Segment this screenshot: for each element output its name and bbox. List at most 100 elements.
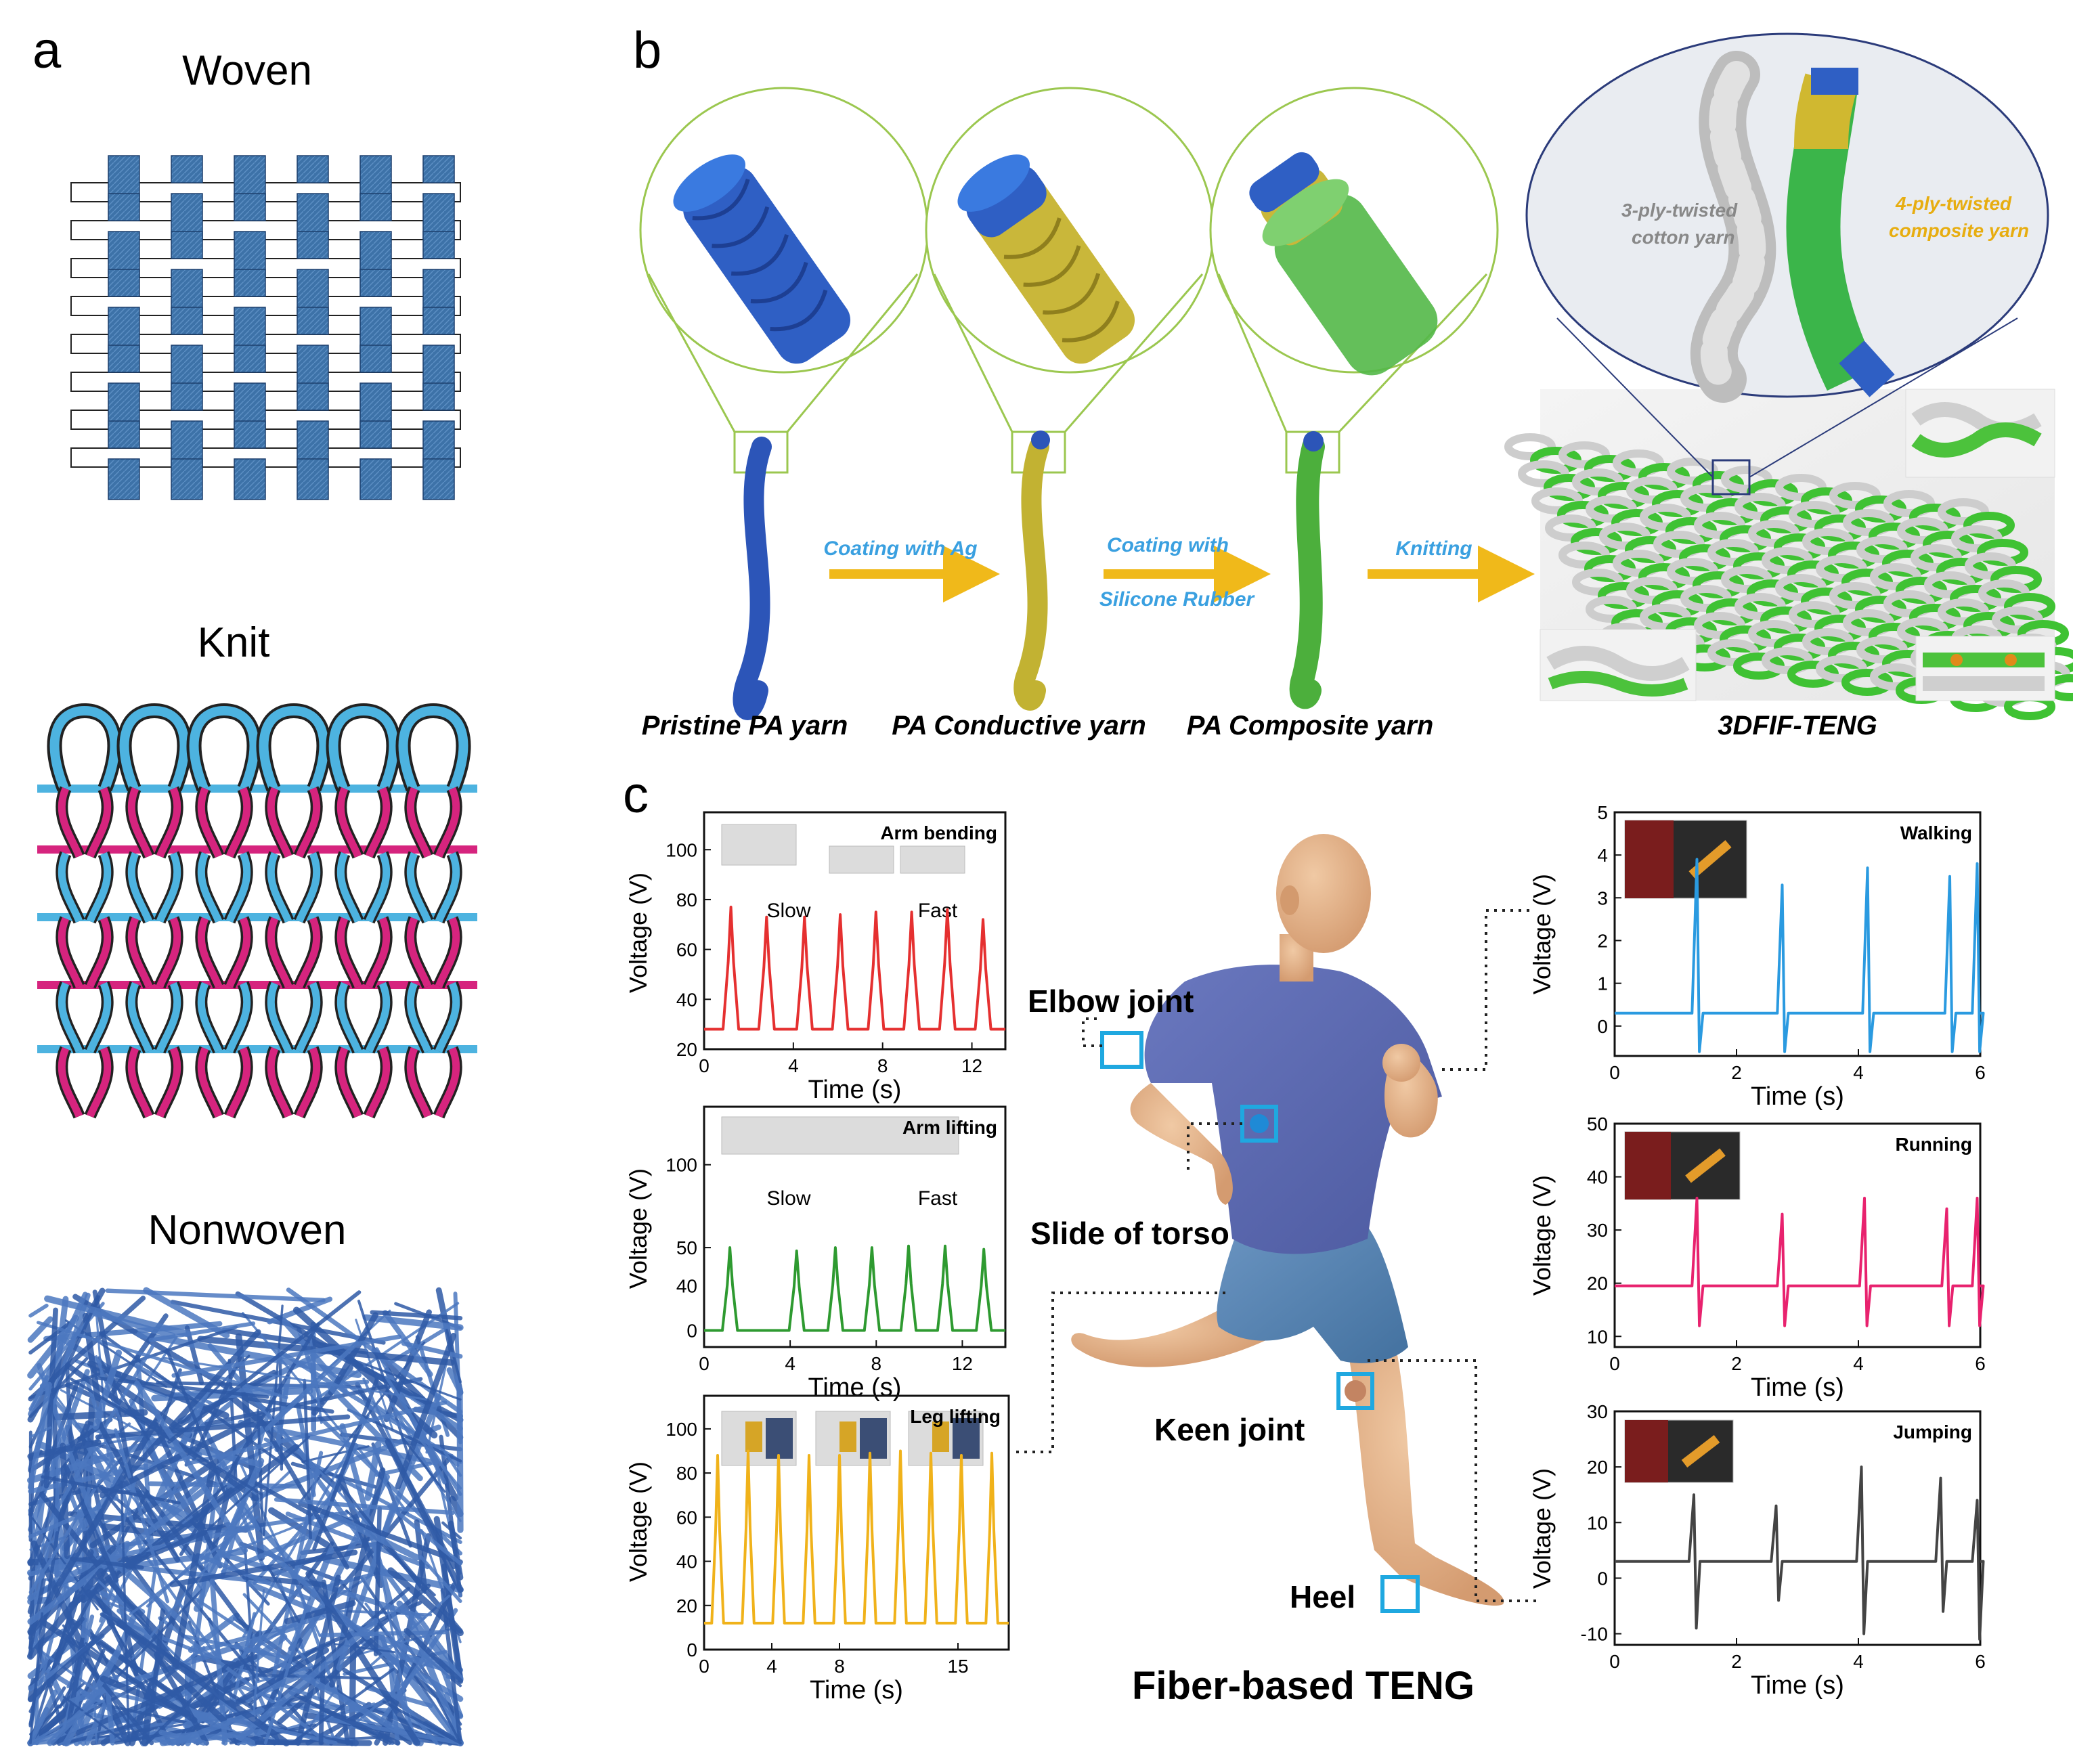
heel-label: Heel — [1290, 1579, 1355, 1614]
knit-leg — [197, 982, 223, 1053]
nonwoven-fiber — [28, 1304, 49, 1318]
nonwoven-fiber — [171, 1334, 402, 1378]
knit-leg — [58, 852, 83, 923]
x-tick-label: 15 — [947, 1656, 968, 1677]
cotton-loop — [1504, 433, 1556, 460]
knit-leg — [156, 982, 181, 1053]
warp-yarn — [234, 345, 266, 373]
nonwoven-fiber — [237, 1618, 379, 1741]
nonwoven-fiber — [320, 1630, 448, 1637]
warp-yarn — [108, 420, 140, 449]
knit-leg — [86, 852, 112, 923]
knit-loop — [328, 705, 399, 791]
x-tick-label: 0 — [1609, 1651, 1620, 1672]
nonwoven-fiber — [401, 1341, 463, 1359]
knit-leg — [197, 917, 223, 988]
knit-leg — [365, 917, 391, 988]
inset-photo-detail — [1685, 1148, 1726, 1183]
x-tick-label: 2 — [1731, 1353, 1742, 1374]
knit-leg — [406, 982, 432, 1053]
knit-leg — [225, 852, 251, 923]
composite-yarn-zoom — [1209, 87, 1499, 709]
nonwoven-fiber — [385, 1375, 462, 1497]
cotton-loop — [1802, 628, 1854, 655]
inset-photo — [721, 824, 797, 866]
cotton-loop — [1748, 620, 1799, 647]
nonwoven-fiber — [303, 1378, 313, 1540]
chart-annotation: Fast — [918, 1187, 958, 1210]
nonwoven-fiber — [318, 1656, 326, 1746]
warp-yarn — [297, 231, 329, 259]
series-line — [704, 906, 1005, 1031]
warp-yarn — [108, 345, 140, 373]
x-axis-label: Time (s) — [810, 1676, 903, 1704]
y-tick-label: 40 — [676, 989, 697, 1010]
nonwoven-fabric-illustration — [27, 1287, 464, 1746]
cotton-loop — [1775, 474, 1827, 501]
nonwoven-fiber — [70, 1623, 302, 1704]
teng-fabric-illustration — [1504, 389, 2073, 720]
x-tick-label: 6 — [1975, 1651, 1986, 1672]
nonwoven-fiber — [27, 1433, 175, 1484]
nonwoven-fiber — [264, 1340, 359, 1432]
nonwoven-fiber — [155, 1384, 212, 1502]
x-tick-label: 2 — [1731, 1062, 1742, 1083]
warp-yarn — [297, 155, 329, 183]
nonwoven-fiber — [27, 1413, 162, 1635]
y-axis-label: Voltage (V) — [624, 1168, 652, 1289]
warp-yarn — [171, 382, 203, 411]
y-tick-label: 20 — [676, 1039, 697, 1060]
warp-yarn — [359, 458, 392, 500]
nonwoven-fiber — [29, 1612, 44, 1744]
x-axis-label: Time (s) — [808, 1373, 902, 1402]
cotton-loop — [1734, 593, 1786, 620]
y-axis-label: Voltage (V) — [1528, 1175, 1556, 1296]
cotton-loop — [1626, 577, 1678, 604]
nonwoven-fiber — [349, 1358, 462, 1401]
knit-leg — [127, 1046, 153, 1118]
knit-leg — [225, 982, 251, 1053]
nonwoven-fiber — [170, 1300, 386, 1345]
cotton-loop — [1667, 458, 1718, 485]
nonwoven-fiber — [105, 1288, 326, 1302]
step-knitting: Knitting — [1395, 537, 1472, 560]
inset-photo-detail — [745, 1421, 762, 1452]
inset-photo — [900, 845, 965, 874]
nonwoven-fiber — [28, 1382, 52, 1491]
warp-yarn — [171, 231, 203, 259]
nonwoven-fiber — [100, 1675, 190, 1717]
knit-leg — [225, 1046, 251, 1118]
y-tick-label: 80 — [676, 889, 697, 910]
nonwoven-fiber — [69, 1377, 263, 1496]
knit-leg — [127, 982, 153, 1053]
x-tick-label: 12 — [952, 1353, 973, 1374]
cotton-loop — [1748, 520, 1799, 547]
x-tick-label: 4 — [1853, 1651, 1864, 1672]
nonwoven-fiber — [308, 1329, 323, 1424]
y-tick-label: 10 — [1587, 1326, 1608, 1347]
warp-yarn — [108, 269, 140, 297]
cotton-loop — [1680, 585, 1732, 612]
knit-leg — [58, 917, 83, 988]
cotton-loop — [1531, 487, 1583, 514]
cotton-label-line2: cotton yarn — [1632, 227, 1734, 248]
cotton-loop — [1680, 485, 1732, 512]
nonwoven-fiber — [95, 1414, 351, 1440]
x-axis-label: Time (s) — [1751, 1671, 1844, 1700]
x-tick-label: 8 — [871, 1353, 881, 1374]
nonwoven-fiber — [64, 1363, 259, 1502]
nonwoven-fiber — [172, 1462, 217, 1670]
nonwoven-fiber — [249, 1644, 424, 1746]
panel-c-label: c — [623, 766, 649, 824]
knit-leg — [197, 1046, 223, 1118]
nonwoven-fiber — [62, 1650, 121, 1746]
cotton-loop — [1572, 468, 1623, 495]
y-tick-label: 40 — [676, 1551, 697, 1572]
nonwoven-fiber — [116, 1620, 290, 1746]
step-coating-sr-line2: Silicone Rubber — [1099, 588, 1256, 611]
elbow-sensor-box — [1100, 1031, 1143, 1069]
y-tick-label: 100 — [665, 1419, 697, 1440]
composite-label-line1: 4-ply-twisted — [1895, 193, 2012, 214]
teng-yarn-zoom — [1525, 32, 2049, 478]
